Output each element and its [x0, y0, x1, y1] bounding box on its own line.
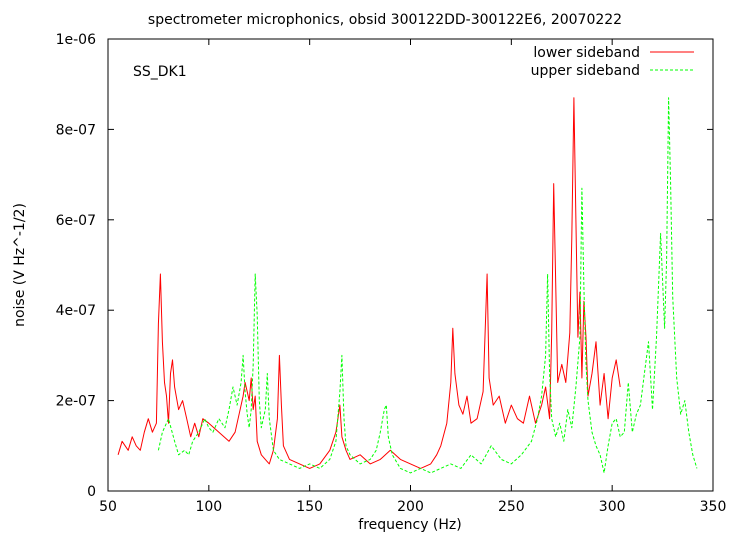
- y-axis-label: noise (V Hz^-1/2): [12, 203, 28, 327]
- x-tick-label: 300: [599, 499, 626, 515]
- legend-label: upper sideband: [531, 63, 640, 79]
- x-tick-label: 350: [700, 499, 727, 515]
- plot-frame: [107, 38, 714, 492]
- y-tick-label: 2e-07: [56, 394, 96, 410]
- x-tick-label: 50: [99, 499, 117, 515]
- legend: lower sideband upper sideband: [531, 45, 694, 79]
- x-axis: 50 100 150 200 250 300 350: [99, 39, 726, 515]
- series-line-upper-sideband: [157, 97, 698, 474]
- chart-title: spectrometer microphonics, obsid 300122D…: [148, 12, 622, 28]
- x-tick-label: 100: [195, 499, 222, 515]
- y-tick-label: 1e-06: [56, 32, 96, 48]
- y-axis: 0 2e-07 4e-07 6e-07 8e-07 1e-06: [56, 32, 713, 500]
- y-tick-label: 6e-07: [56, 213, 96, 229]
- y-tick-label: 4e-07: [56, 303, 96, 319]
- y-tick-label: 8e-07: [56, 122, 96, 138]
- chart-annotation: SS_DK1: [133, 64, 187, 80]
- x-tick-label: 150: [296, 499, 323, 515]
- plot-area: 50 100 150 200 250 300 350 0 2e-07 4e-07 6e-07 8e-…: [56, 32, 727, 515]
- series-line-lower-sideband: [117, 97, 621, 469]
- series-layer: [117, 97, 698, 474]
- y-tick-label: 0: [87, 484, 96, 500]
- x-tick-label: 200: [397, 499, 424, 515]
- legend-label: lower sideband: [533, 45, 640, 61]
- x-tick-label: 250: [498, 499, 525, 515]
- x-axis-label: frequency (Hz): [358, 517, 461, 533]
